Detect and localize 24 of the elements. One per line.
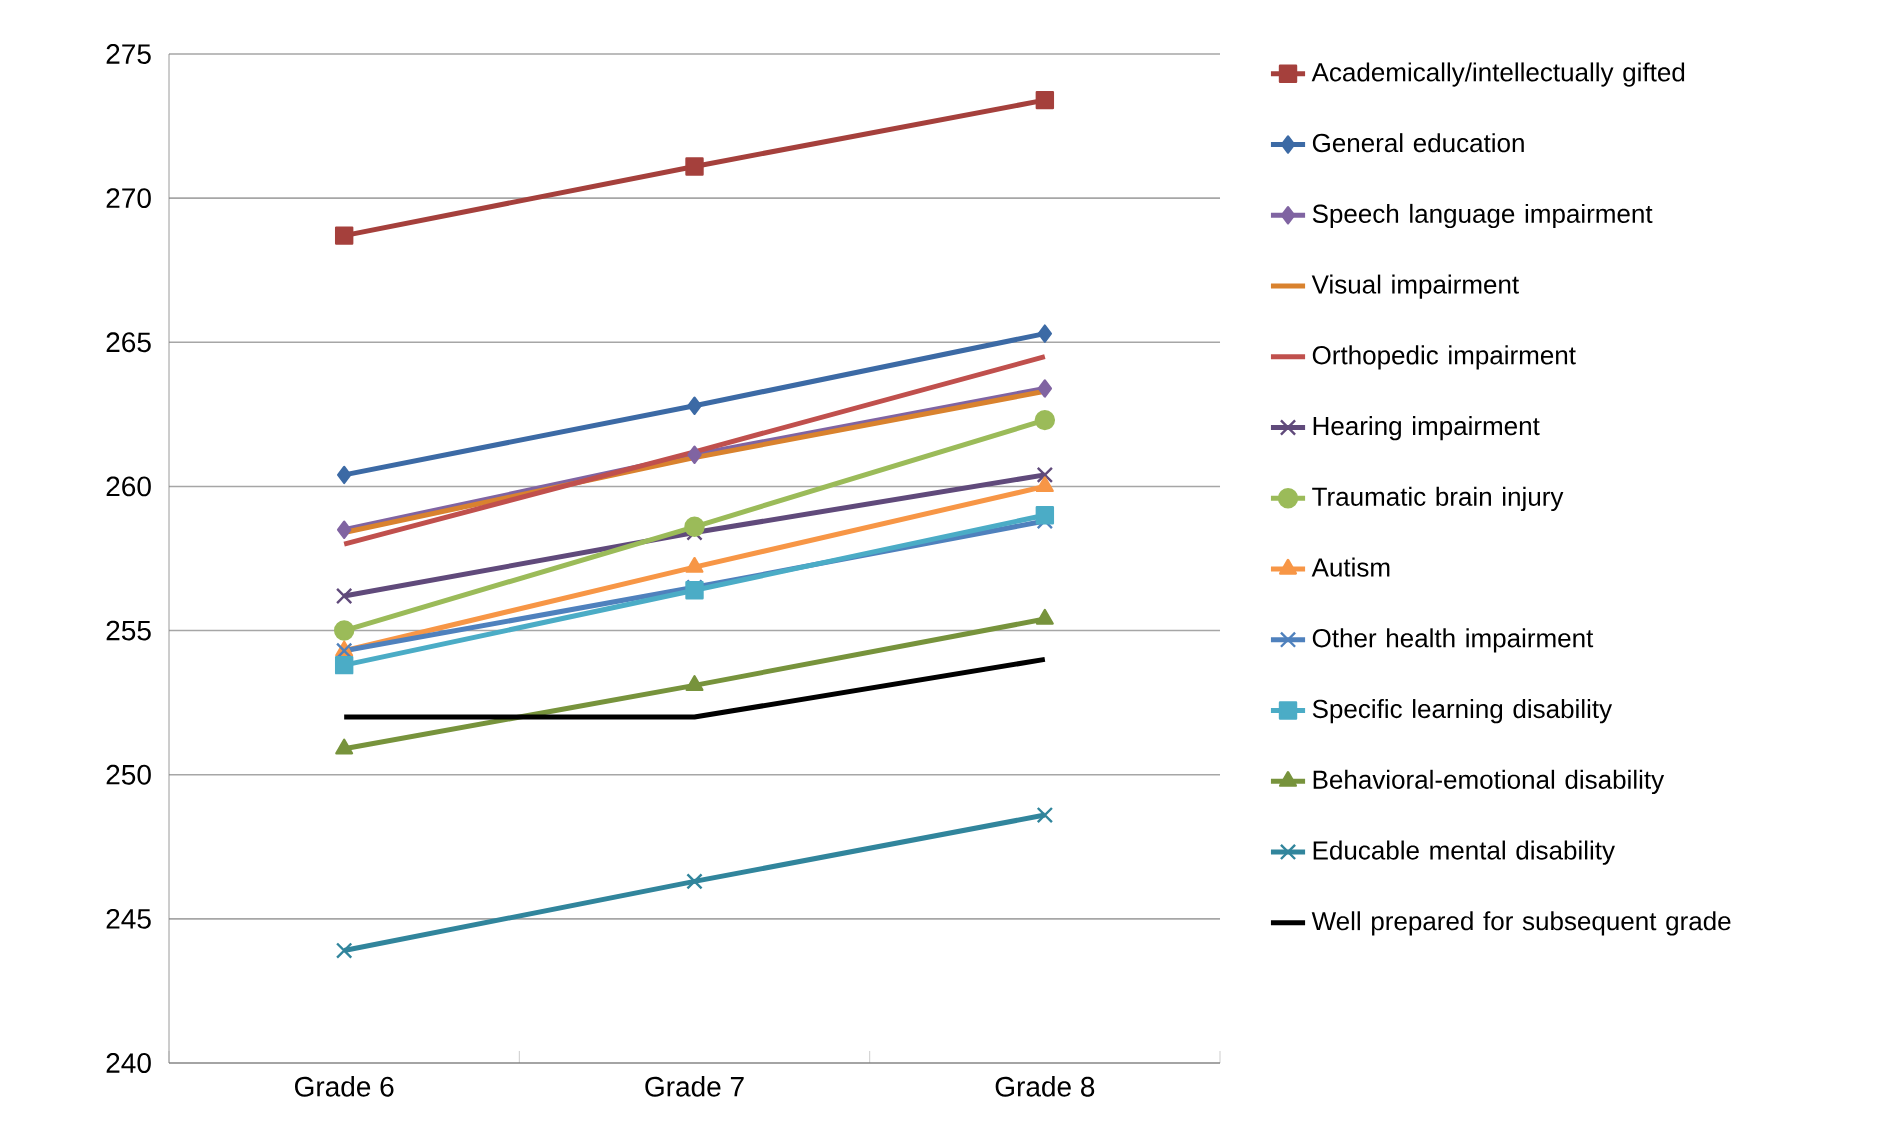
legend-label: Behavioral-emotional disability <box>1313 769 1665 795</box>
legend-label: Visual impairment <box>1311 274 1519 299</box>
legend-label: Educable mental disability <box>1313 840 1615 865</box>
y-tick-label: 275 <box>106 44 151 64</box>
y-tick-label: 245 <box>106 908 151 929</box>
legend-label: General education <box>1312 133 1524 153</box>
y-tick-label: 260 <box>106 476 151 497</box>
legend-label: Autism <box>1311 557 1390 577</box>
legend-label: Academically/intellectually gifted <box>1311 62 1685 87</box>
y-tick-label: 265 <box>106 332 151 353</box>
x-tick-label: Grade 6 <box>295 1076 394 1097</box>
y-tick-label: 255 <box>106 620 151 641</box>
x-tick-label: Grade 8 <box>995 1076 1095 1097</box>
legend-label: Orthopedic impairment <box>1312 345 1576 370</box>
y-tick-label: 270 <box>106 188 151 209</box>
legend-label: Specific learning disability <box>1312 699 1613 724</box>
legend-label: Traumatic brain injury <box>1312 486 1564 512</box>
y-tick-label: 240 <box>106 1053 151 1073</box>
legend-label: Well prepared for subsequent grade <box>1311 911 1731 936</box>
legend-label: Hearing impairment <box>1313 416 1540 441</box>
y-tick-label: 250 <box>106 764 151 785</box>
x-tick-label: Grade 7 <box>645 1076 744 1097</box>
legend-label: Speech language impairment <box>1312 203 1653 229</box>
legend-label: Other health impairment <box>1312 628 1594 653</box>
